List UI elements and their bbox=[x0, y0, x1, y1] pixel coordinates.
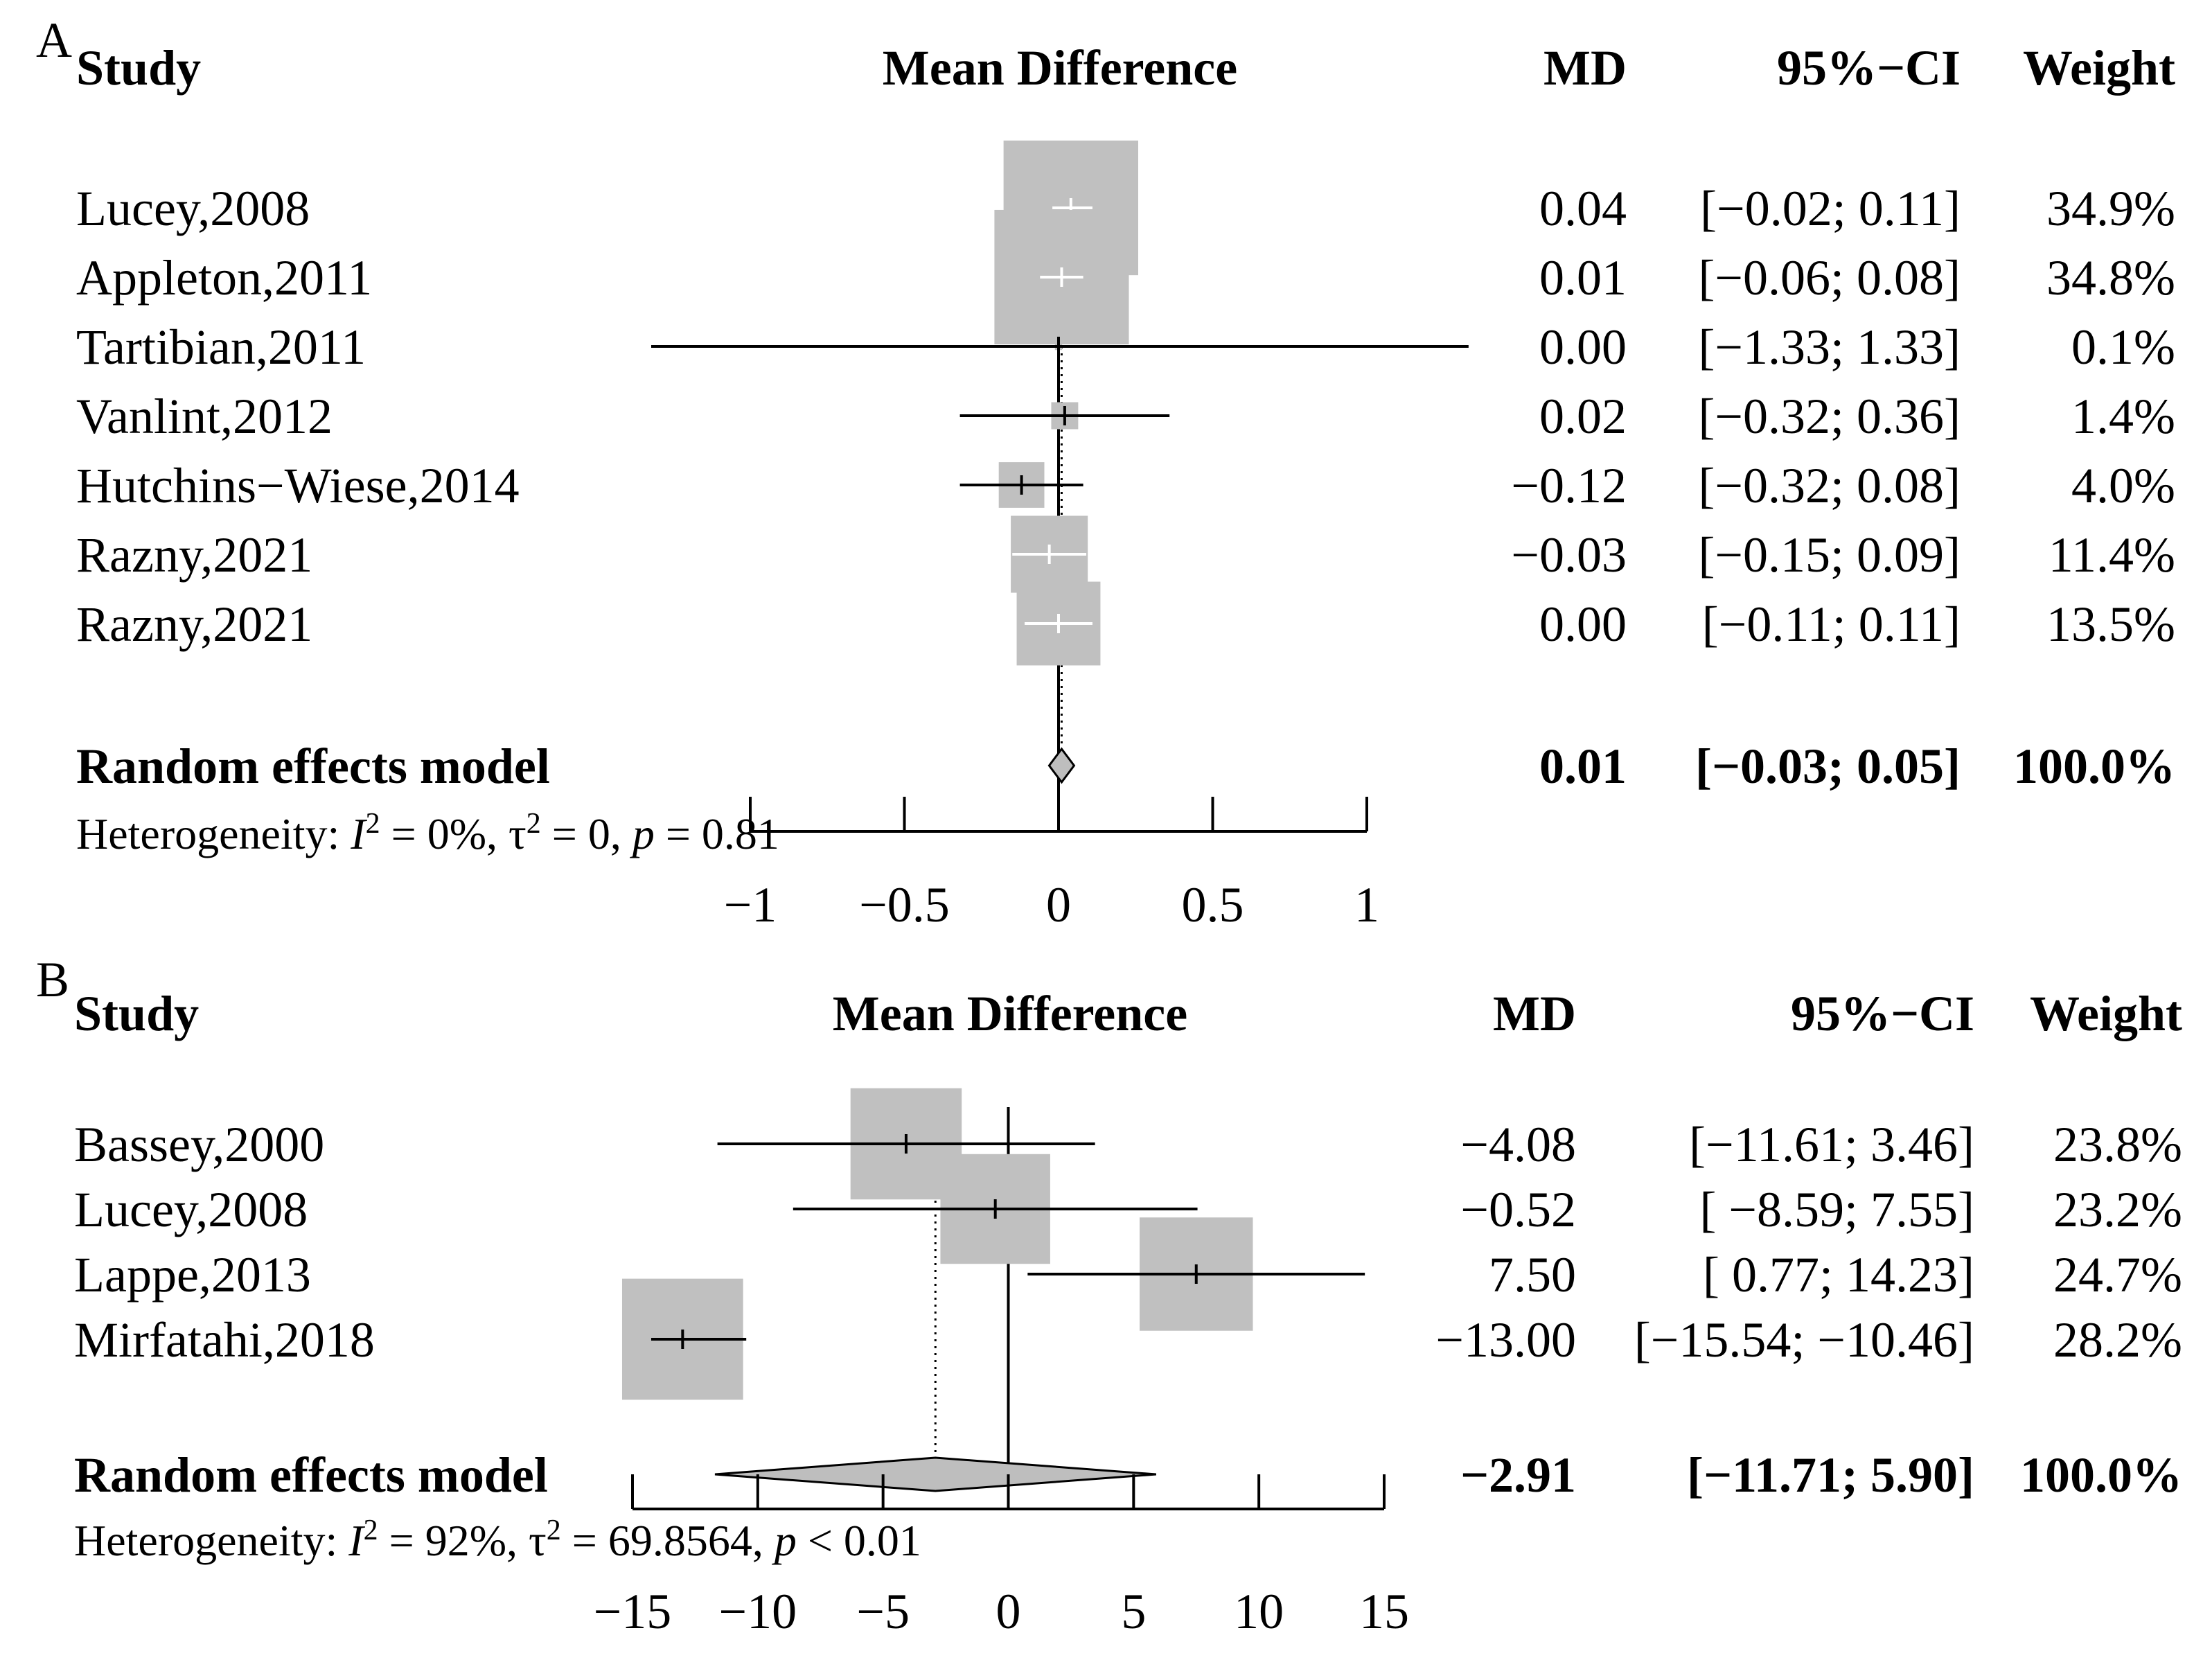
column-header-md: MD bbox=[1543, 40, 1627, 96]
heterogeneity-tau-symbol: τ bbox=[508, 809, 527, 858]
column-header-mean-difference: Mean Difference bbox=[833, 986, 1187, 1041]
study-label: Appleton,2011 bbox=[76, 250, 372, 306]
heterogeneity-prefix: Heterogeneity: bbox=[74, 1516, 348, 1565]
study-ci-value: [−11.61; 3.46] bbox=[1689, 1117, 1974, 1172]
study-label: Lucey,2008 bbox=[76, 181, 310, 236]
x-axis-tick-label: −1 bbox=[724, 877, 777, 933]
heterogeneity-sup: 2 bbox=[527, 808, 541, 840]
study-label: Hutchins−Wiese,2014 bbox=[76, 458, 520, 513]
pooled-md-value: −2.91 bbox=[1460, 1447, 1576, 1503]
study-weight-value: 23.2% bbox=[2053, 1182, 2182, 1237]
study-md-value: 0.01 bbox=[1539, 250, 1627, 306]
heterogeneity-i2-symbol: I bbox=[350, 809, 367, 858]
study-label: Razny,2021 bbox=[76, 527, 312, 583]
x-axis-tick-label: −15 bbox=[594, 1584, 672, 1639]
column-header-md: MD bbox=[1493, 986, 1576, 1041]
study-ci-value: [−1.33; 1.33] bbox=[1698, 319, 1961, 375]
heterogeneity-p-symbol: p bbox=[630, 809, 655, 858]
column-header-ci: 95%−CI bbox=[1791, 986, 1974, 1041]
study-md-value: 0.04 bbox=[1539, 181, 1627, 236]
x-axis-tick-label: −10 bbox=[719, 1584, 797, 1639]
study-label: Lappe,2013 bbox=[74, 1247, 311, 1303]
study-ci-value: [−0.32; 0.36] bbox=[1698, 389, 1961, 444]
study-weight-value: 11.4% bbox=[2049, 527, 2175, 583]
study-ci-value: [−0.06; 0.08] bbox=[1698, 250, 1961, 306]
heterogeneity-sup: 2 bbox=[364, 1515, 378, 1546]
heterogeneity-p-value: < 0.01 bbox=[797, 1516, 921, 1565]
heterogeneity-prefix: Heterogeneity: bbox=[76, 809, 351, 858]
study-ci-value: [−0.11; 0.11] bbox=[1702, 597, 1961, 652]
heterogeneity-i2-value: = 92%, bbox=[378, 1516, 529, 1565]
study-ci-value: [−0.02; 0.11] bbox=[1700, 181, 1961, 236]
study-ci-value: [ 0.77; 14.23] bbox=[1703, 1247, 1974, 1303]
pooled-model-label: Random effects model bbox=[74, 1447, 548, 1503]
x-axis-tick-label: 1 bbox=[1354, 877, 1379, 933]
study-md-value: −13.00 bbox=[1435, 1312, 1576, 1368]
x-axis-tick-label: 0 bbox=[996, 1584, 1021, 1639]
study-ci-value: [−15.54; −10.46] bbox=[1634, 1312, 1974, 1368]
x-axis-tick-label: 5 bbox=[1121, 1584, 1146, 1639]
pooled-weight-value: 100.0% bbox=[2020, 1447, 2182, 1503]
column-header-weight: Weight bbox=[2023, 40, 2175, 96]
study-md-value: 0.00 bbox=[1539, 597, 1627, 652]
column-header-study: Study bbox=[74, 986, 199, 1041]
study-weight-value: 13.5% bbox=[2046, 597, 2175, 652]
column-header-study: Study bbox=[76, 40, 201, 96]
study-label: Bassey,2000 bbox=[74, 1117, 324, 1172]
column-header-ci: 95%−CI bbox=[1777, 40, 1961, 96]
study-md-value: 7.50 bbox=[1489, 1247, 1576, 1303]
panel-label: A bbox=[36, 12, 72, 68]
heterogeneity-sup: 2 bbox=[547, 1515, 561, 1546]
study-ci-value: [−0.32; 0.08] bbox=[1698, 458, 1961, 513]
heterogeneity-i2-symbol: I bbox=[348, 1516, 365, 1565]
x-axis-tick-label: 0.5 bbox=[1182, 877, 1244, 933]
study-label: Vanlint,2012 bbox=[76, 389, 333, 444]
study-weight-value: 34.9% bbox=[2046, 181, 2175, 236]
study-label: Lucey,2008 bbox=[74, 1182, 308, 1237]
heterogeneity-i2-value: = 0%, bbox=[380, 809, 508, 858]
column-header-weight: Weight bbox=[2030, 986, 2182, 1041]
heterogeneity-p-value: = 0.81 bbox=[655, 809, 779, 858]
panel-label: B bbox=[36, 952, 69, 1007]
pooled-ci-value: [−11.71; 5.90] bbox=[1687, 1447, 1974, 1503]
heterogeneity-statistics: Heterogeneity: I2 = 92%, τ2 = 69.8564, p… bbox=[74, 1515, 921, 1565]
study-weight-value: 24.7% bbox=[2053, 1247, 2182, 1303]
heterogeneity-tau-value: = 0, bbox=[541, 809, 632, 858]
heterogeneity-sup: 2 bbox=[366, 808, 380, 840]
study-label: Razny,2021 bbox=[76, 597, 312, 652]
x-axis-tick-label: 15 bbox=[1359, 1584, 1409, 1639]
study-md-value: 0.02 bbox=[1539, 389, 1627, 444]
study-weight-value: 1.4% bbox=[2071, 389, 2175, 444]
study-label: Tartibian,2011 bbox=[76, 319, 366, 375]
heterogeneity-statistics: Heterogeneity: I2 = 0%, τ2 = 0, p = 0.81 bbox=[76, 808, 779, 858]
pooled-weight-value: 100.0% bbox=[2013, 739, 2175, 794]
study-weight-value: 0.1% bbox=[2071, 319, 2175, 375]
study-label: Mirfatahi,2018 bbox=[74, 1312, 375, 1368]
x-axis-tick-label: −5 bbox=[856, 1584, 910, 1639]
pooled-effect-diamond bbox=[1047, 747, 1076, 784]
study-md-value: −0.12 bbox=[1511, 458, 1627, 513]
study-weight-value: 28.2% bbox=[2053, 1312, 2182, 1368]
column-header-mean-difference: Mean Difference bbox=[883, 40, 1237, 96]
study-md-value: −0.03 bbox=[1511, 527, 1627, 583]
pooled-md-value: 0.01 bbox=[1539, 739, 1627, 794]
study-md-value: −4.08 bbox=[1460, 1117, 1576, 1172]
study-md-value: 0.00 bbox=[1539, 319, 1627, 375]
heterogeneity-tau-symbol: τ bbox=[529, 1516, 547, 1565]
heterogeneity-tau-value: = 69.8564, bbox=[561, 1516, 775, 1565]
pooled-model-label: Random effects model bbox=[76, 739, 550, 794]
study-weight-value: 23.8% bbox=[2053, 1117, 2182, 1172]
study-weight-value: 4.0% bbox=[2071, 458, 2175, 513]
study-ci-value: [ −8.59; 7.55] bbox=[1699, 1182, 1974, 1237]
study-weight-value: 34.8% bbox=[2046, 250, 2175, 306]
study-ci-value: [−0.15; 0.09] bbox=[1698, 527, 1961, 583]
pooled-ci-value: [−0.03; 0.05] bbox=[1695, 739, 1961, 794]
heterogeneity-p-symbol: p bbox=[772, 1516, 797, 1565]
pooled-effect-diamond bbox=[714, 1456, 1156, 1492]
x-axis-tick-label: 0 bbox=[1046, 877, 1071, 933]
x-axis-tick-label: 10 bbox=[1234, 1584, 1284, 1639]
x-axis-tick-label: −0.5 bbox=[859, 877, 950, 933]
study-md-value: −0.52 bbox=[1460, 1182, 1576, 1237]
